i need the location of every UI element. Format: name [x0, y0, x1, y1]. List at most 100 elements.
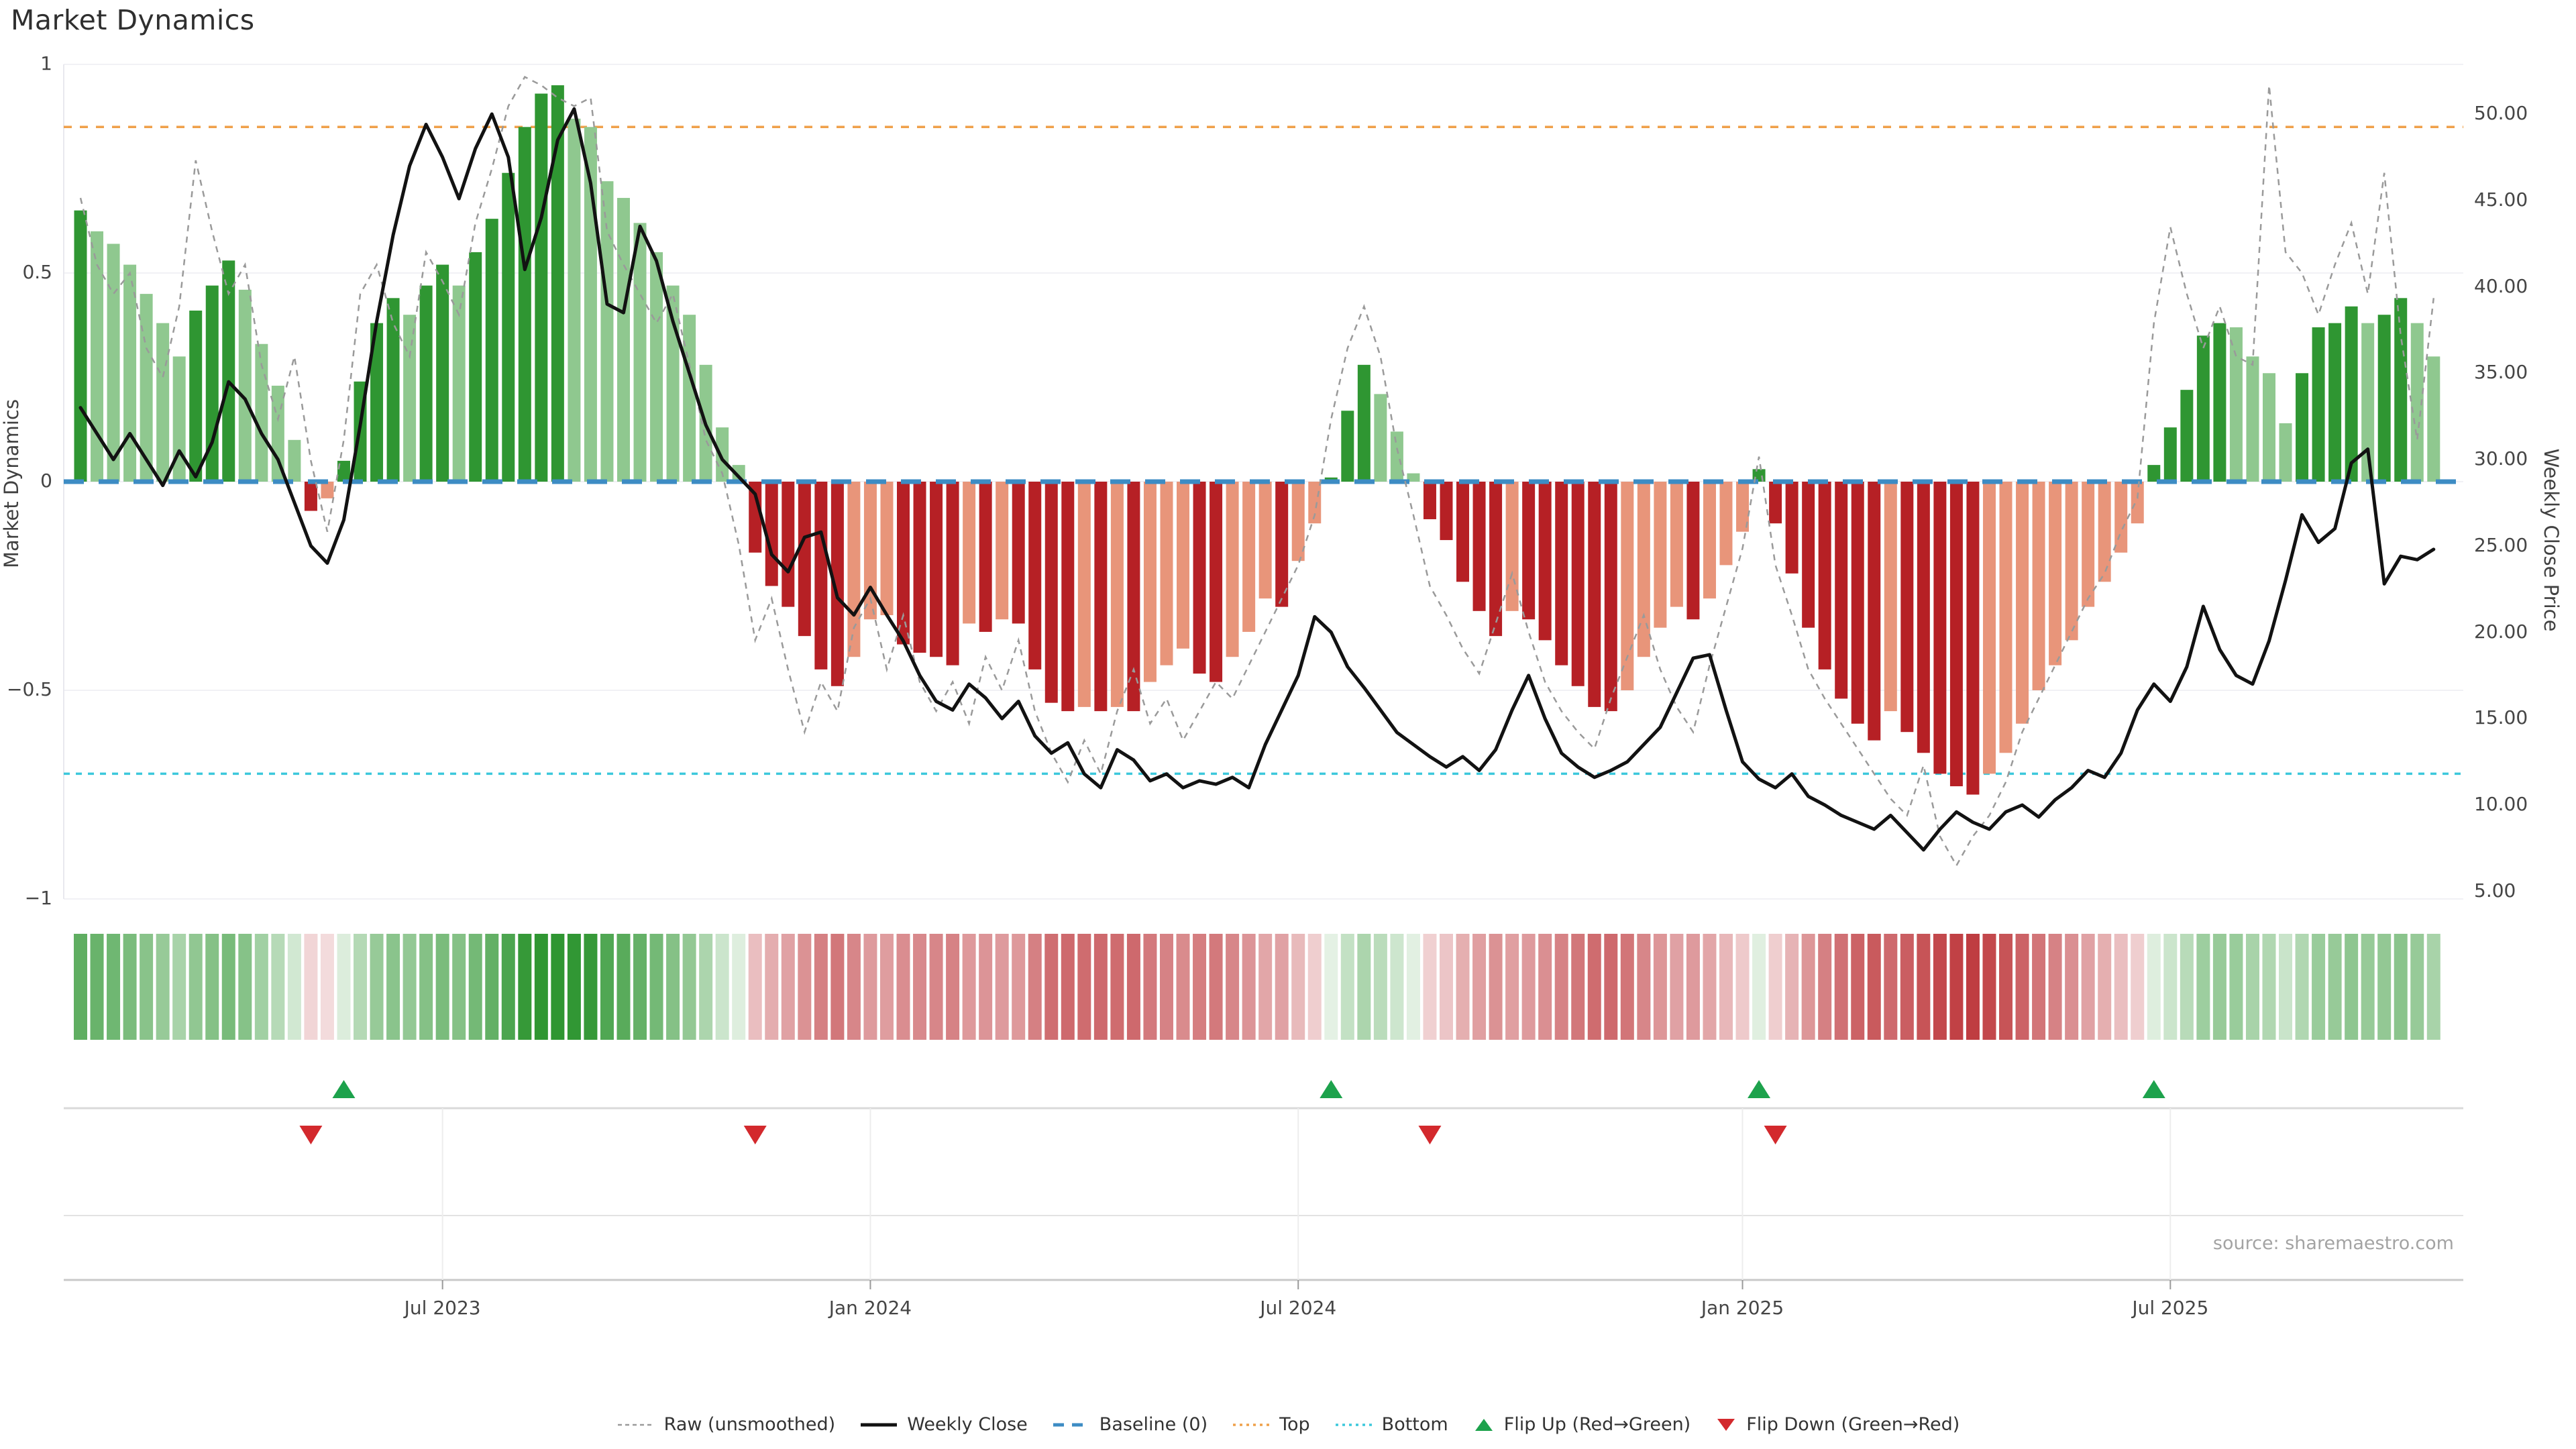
oscillator-bar — [1917, 482, 1930, 753]
legend-item-tri-up: Flip Up (Red→Green) — [1472, 1414, 1690, 1435]
heatmap-cell — [1340, 934, 1354, 1040]
heatmap-cell — [1917, 934, 1931, 1040]
heatmap-cell — [2114, 934, 2128, 1040]
oscillator-bar — [502, 172, 515, 482]
heatmap-cell — [1785, 934, 1799, 1040]
heatmap-cell — [1373, 934, 1387, 1040]
legend-item-label: Top — [1279, 1414, 1310, 1435]
heatmap-cell — [1637, 934, 1651, 1040]
oscillator-bar — [1127, 482, 1140, 712]
flip-down-markers — [299, 1126, 1787, 1144]
heatmap-cell — [2361, 934, 2375, 1040]
heatmap-cell — [1390, 934, 1404, 1040]
left-axis-tick-label: 0 — [40, 470, 52, 492]
heatmap-cell — [2262, 934, 2276, 1040]
heatmap-cell — [1554, 934, 1568, 1040]
oscillator-bar — [847, 482, 861, 657]
heatmap-cell — [798, 934, 812, 1040]
heatmap-cell — [189, 934, 203, 1040]
heatmap-cell — [2377, 934, 2392, 1040]
heatmap-cell — [666, 934, 680, 1040]
heatmap-cell — [1801, 934, 1815, 1040]
oscillator-bar — [1571, 482, 1585, 686]
oscillator-bar — [107, 244, 120, 482]
oscillator-bar — [2296, 373, 2309, 482]
heatmap-cell — [551, 934, 565, 1040]
oscillator-bar — [1900, 482, 1914, 733]
heatmap-cell — [1884, 934, 1898, 1040]
oscillator-bar — [2427, 356, 2440, 482]
heatmap-cell — [1159, 934, 1173, 1040]
heatmap-cell — [1653, 934, 1667, 1040]
right-axis-tick-label: 10.00 — [2474, 793, 2528, 815]
oscillator-bar — [1785, 482, 1799, 574]
heatmap-cell — [452, 934, 466, 1040]
heatmap-cell — [140, 934, 154, 1040]
oscillator-bar — [469, 252, 482, 482]
heatmap-cell — [1620, 934, 1634, 1040]
left-axis-tick-label: 1 — [40, 52, 52, 74]
legend-item-label: Flip Down (Green→Red) — [1746, 1414, 1960, 1435]
heatmap-cell — [1209, 934, 1223, 1040]
tri-up-swatch-icon — [1472, 1416, 1495, 1434]
heatmap-cell — [814, 934, 828, 1040]
oscillator-bar — [2065, 482, 2078, 641]
legend-item-solid-black: Weekly Close — [859, 1414, 1028, 1435]
oscillator-bar — [551, 85, 564, 482]
oscillator-bar — [452, 285, 466, 482]
heatmap-cell — [1193, 934, 1207, 1040]
left-axis-tick-label: 0.5 — [22, 261, 52, 283]
oscillator-bar — [616, 198, 630, 482]
right-axis-tick-label: 20.00 — [2474, 620, 2528, 643]
heatmap-cell — [1423, 934, 1437, 1040]
oscillator-bar — [716, 427, 729, 482]
flip-down-marker — [1418, 1126, 1442, 1144]
raw-line — [79, 76, 2435, 867]
heatmap-cell — [501, 934, 515, 1040]
oscillator-bar — [2147, 465, 2161, 482]
left-axis-tick-label: −0.5 — [7, 678, 52, 700]
flip-up-marker — [2142, 1080, 2165, 1098]
heatmap-cell — [2147, 934, 2161, 1040]
oscillator-bar — [1604, 482, 1617, 712]
heatmap-cell — [1176, 934, 1190, 1040]
heatmap-cell — [419, 934, 433, 1040]
heatmap-cell — [946, 934, 960, 1040]
heatmap-cell — [2245, 934, 2259, 1040]
oscillator-bar — [1044, 482, 1058, 703]
oscillator-bar — [946, 482, 959, 665]
oscillator-bar — [913, 482, 926, 653]
heatmap-cell — [1703, 934, 1717, 1040]
heatmap-cell — [304, 934, 318, 1040]
oscillator-bar — [1423, 482, 1436, 519]
heatmap-cell — [1900, 934, 1914, 1040]
oscillator-bar — [568, 118, 581, 482]
oscillator-bar — [1472, 482, 1486, 611]
flip-down-marker — [743, 1126, 767, 1144]
heatmap-cell — [2048, 934, 2062, 1040]
heatmap-cell — [271, 934, 285, 1040]
oscillator-bar — [1670, 482, 1683, 607]
heatmap-cell — [337, 934, 351, 1040]
heatmap-cell — [2345, 934, 2359, 1040]
right-axis-tick-label: 45.00 — [2474, 188, 2528, 211]
heatmap-cell — [748, 934, 762, 1040]
heatmap-cell — [732, 934, 746, 1040]
flip-up-markers — [332, 1080, 2165, 1098]
legend-item-dash-gray: Raw (unsmoothed) — [616, 1414, 835, 1435]
heatmap-cell — [107, 934, 121, 1040]
weekly-close-line — [78, 107, 2436, 852]
heatmap-cell — [1110, 934, 1124, 1040]
heatmap-cell — [962, 934, 976, 1040]
heatmap-cell — [1291, 934, 1305, 1040]
oscillator-bar — [650, 252, 663, 482]
oscillator-bar — [1407, 473, 1420, 482]
oscillator-bar — [288, 439, 301, 482]
heatmap-cell — [1489, 934, 1503, 1040]
heatmap-strip — [74, 934, 2440, 1040]
oscillator-bar — [1242, 482, 1256, 632]
heatmap-cell — [172, 934, 186, 1040]
dot-teal-swatch-icon — [1334, 1417, 1373, 1432]
oscillator-bar — [1686, 482, 1700, 620]
oscillator-bar — [1028, 482, 1042, 669]
